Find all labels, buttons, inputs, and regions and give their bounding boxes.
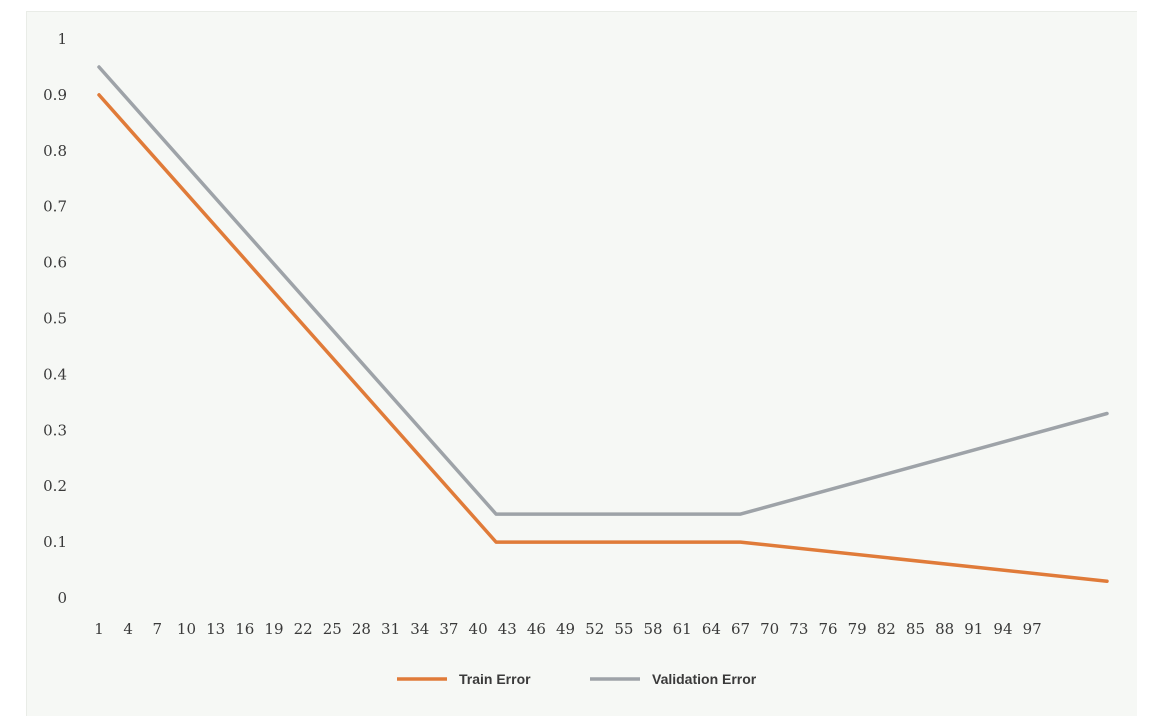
x-tick-label: 79 <box>848 620 867 638</box>
x-tick-label: 28 <box>352 620 371 638</box>
y-axis-ticks: 0 0.1 0.2 0.3 0.4 0.5 0.6 0.7 0.8 0.9 1 <box>43 30 67 607</box>
x-tick-label: 76 <box>818 620 837 638</box>
legend-label: Train Error <box>459 671 531 687</box>
x-tick-label: 94 <box>993 620 1012 638</box>
y-tick-label: 1 <box>57 30 67 48</box>
series-line-validation-error <box>97 65 1109 516</box>
x-tick-label: 7 <box>153 620 163 638</box>
x-tick-label: 13 <box>206 620 225 638</box>
y-tick-label: 0 <box>57 589 67 607</box>
x-tick-label: 19 <box>264 620 283 638</box>
x-axis-ticks: 1 4 7 10 13 16 19 22 25 28 31 34 37 40 43 46 49 52 55 58 61 6… <box>94 620 1041 638</box>
x-tick-label: 85 <box>906 620 925 638</box>
x-tick-label: 67 <box>731 620 750 638</box>
x-tick-label: 34 <box>410 620 429 638</box>
chart-panel: 0 0.1 0.2 0.3 0.4 0.5 0.6 0.7 0.8 0.9 1 1 4 7 10 13 16 1… <box>26 11 1137 716</box>
y-tick-label: 0.3 <box>43 421 67 439</box>
y-tick-label: 0.9 <box>43 86 67 104</box>
y-tick-label: 0.6 <box>43 254 67 272</box>
series-lines <box>97 65 1109 583</box>
x-tick-label: 55 <box>614 620 633 638</box>
x-tick-label: 16 <box>235 620 254 638</box>
x-tick-label: 70 <box>760 620 779 638</box>
x-tick-label: 25 <box>323 620 342 638</box>
x-tick-label: 64 <box>702 620 721 638</box>
y-tick-label: 0.7 <box>43 198 67 216</box>
y-tick-label: 0.8 <box>43 142 67 160</box>
legend: Train Error Validation Error <box>397 671 757 687</box>
x-tick-label: 43 <box>498 620 517 638</box>
y-tick-label: 0.4 <box>43 365 67 383</box>
x-tick-label: 61 <box>673 620 692 638</box>
x-tick-label: 37 <box>439 620 458 638</box>
x-tick-label: 46 <box>527 620 546 638</box>
x-tick-label: 52 <box>585 620 604 638</box>
x-tick-label: 4 <box>123 620 133 638</box>
x-tick-label: 73 <box>789 620 808 638</box>
x-tick-label: 40 <box>469 620 488 638</box>
x-tick-label: 31 <box>381 620 400 638</box>
x-tick-label: 1 <box>94 620 104 638</box>
x-tick-label: 58 <box>643 620 662 638</box>
x-tick-label: 97 <box>1023 620 1042 638</box>
x-tick-label: 82 <box>877 620 896 638</box>
x-tick-label: 10 <box>177 620 196 638</box>
series-line-train-error <box>97 93 1109 583</box>
line-chart: 00.10.20.30.40.50.60.70.80.91 1 4 7 10 13 16 1… <box>43 30 1109 687</box>
x-tick-label: 91 <box>964 620 983 638</box>
legend-label: Validation Error <box>652 671 757 687</box>
x-tick-label: 49 <box>556 620 575 638</box>
y-tick-label: 0.5 <box>43 310 67 328</box>
x-tick-label: 22 <box>294 620 313 638</box>
y-tick-label: 0.1 <box>43 533 67 551</box>
y-tick-label: 0.2 <box>43 477 67 495</box>
x-tick-label: 88 <box>935 620 954 638</box>
